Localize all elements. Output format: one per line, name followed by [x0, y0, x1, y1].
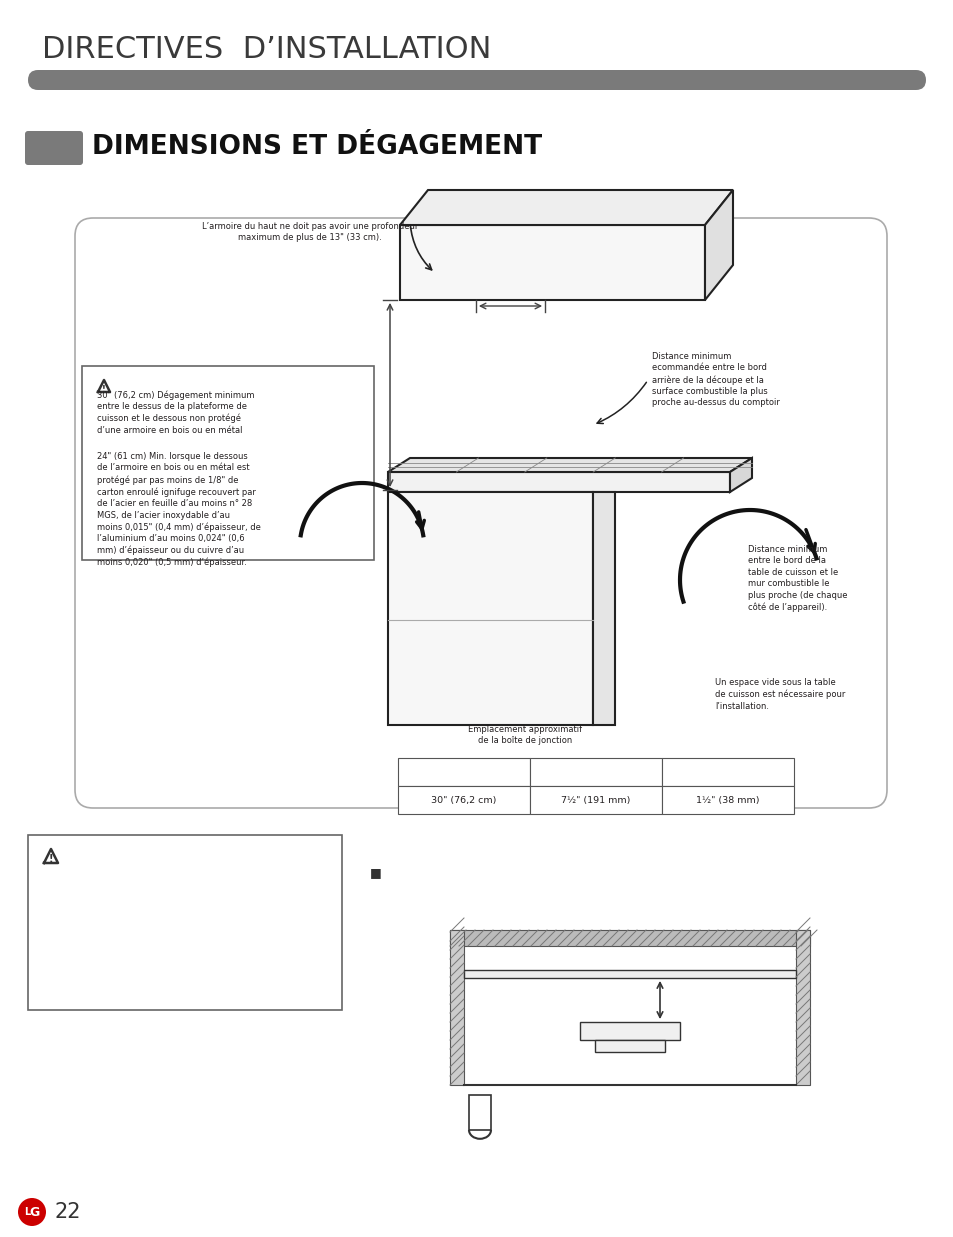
Text: L: L	[24, 1207, 30, 1217]
Text: ■: ■	[370, 866, 381, 880]
Bar	[795, 930, 809, 1085]
Bar	[463, 970, 795, 978]
Text: DIRECTIVES  D’INSTALLATION: DIRECTIVES D’INSTALLATION	[42, 36, 491, 64]
Polygon shape	[729, 458, 751, 492]
Text: 22: 22	[55, 1202, 81, 1222]
Bar	[661, 785, 793, 814]
FancyBboxPatch shape	[28, 71, 925, 90]
Bar	[397, 785, 530, 814]
Bar	[388, 473, 729, 492]
Text: 24" (61 cm) Min. lorsque le dessous
de l’armoire en bois ou en métal est
protégé: 24" (61 cm) Min. lorsque le dessous de l…	[97, 452, 260, 568]
Bar	[82, 366, 374, 560]
Bar	[595, 1040, 664, 1051]
Text: 1½" (38 mm): 1½" (38 mm)	[696, 795, 759, 804]
FancyBboxPatch shape	[25, 131, 83, 165]
Text: 30" (76,2 cm) Dégagement minimum
entre le dessus de la plateforme de
cuisson et : 30" (76,2 cm) Dégagement minimum entre l…	[97, 390, 254, 434]
Bar	[469, 1095, 491, 1131]
Text: 30" (76,2 cm): 30" (76,2 cm)	[431, 795, 497, 804]
Bar	[579, 1022, 679, 1040]
Bar	[530, 785, 661, 814]
Bar	[593, 492, 615, 725]
Text: Emplacement approximatif
de la boîte de jonction: Emplacement approximatif de la boîte de …	[468, 725, 581, 746]
Bar	[397, 758, 530, 785]
FancyBboxPatch shape	[75, 218, 886, 808]
Bar	[661, 758, 793, 785]
Bar	[28, 835, 341, 1009]
Text: Distance minimum
entre le bord de la
table de cuisson et le
mur combustible le
p: Distance minimum entre le bord de la tab…	[747, 546, 846, 612]
Text: G: G	[30, 1206, 40, 1218]
Text: !: !	[102, 385, 106, 393]
Bar	[388, 492, 593, 725]
Text: L’armoire du haut ne doit pas avoir une profondeur
maximum de plus de 13" (33 cm: L’armoire du haut ne doit pas avoir une …	[202, 221, 417, 242]
Polygon shape	[704, 190, 732, 301]
Bar	[530, 758, 661, 785]
Text: Distance minimum
ecommandée entre le bord
arrière de la découpe et la
surface co: Distance minimum ecommandée entre le bor…	[651, 353, 779, 407]
Text: DIMENSIONS ET DÉGAGEMENT: DIMENSIONS ET DÉGAGEMENT	[91, 134, 541, 160]
Text: Un espace vide sous la table
de cuisson est nécessaire pour
l’installation.: Un espace vide sous la table de cuisson …	[714, 678, 844, 710]
Bar	[399, 225, 704, 301]
Bar	[450, 930, 463, 1085]
Polygon shape	[399, 190, 732, 225]
Text: !: !	[49, 854, 53, 863]
Bar	[450, 930, 809, 946]
Text: 7½" (191 mm): 7½" (191 mm)	[560, 795, 630, 804]
Polygon shape	[388, 458, 751, 473]
Circle shape	[18, 1197, 46, 1226]
